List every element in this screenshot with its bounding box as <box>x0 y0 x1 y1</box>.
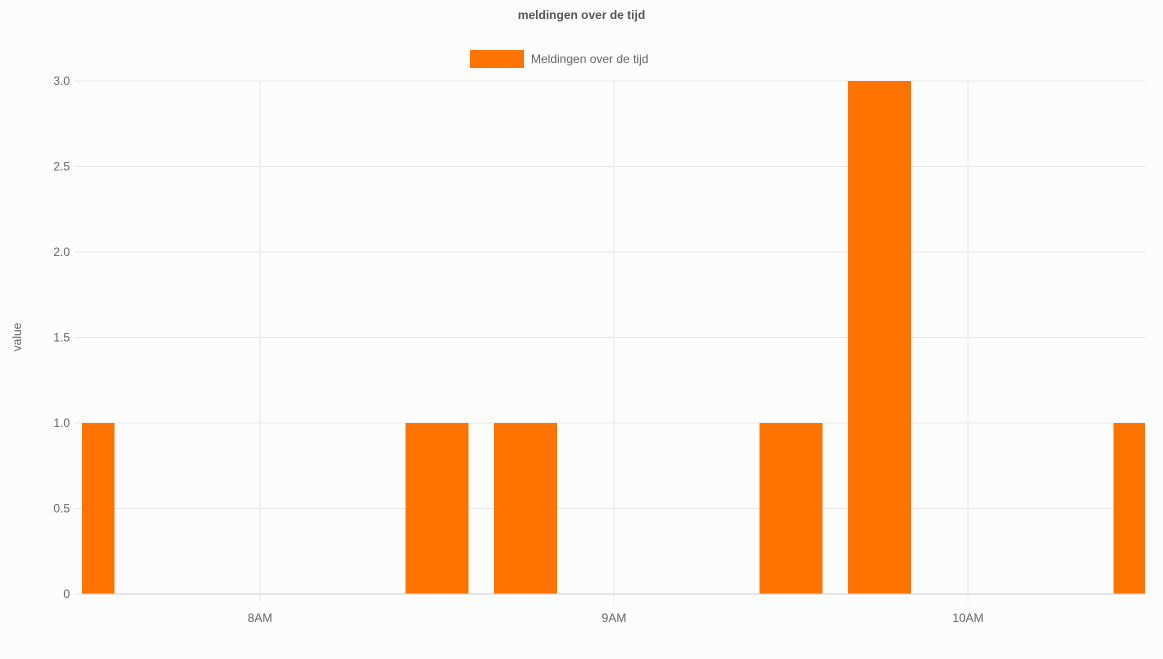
x-tick-label: 9AM <box>602 611 627 625</box>
y-tick-label: 2.0 <box>53 245 70 259</box>
bar[interactable] <box>52 423 115 594</box>
y-tick-label: 0 <box>63 587 70 601</box>
y-tick-label: 2.5 <box>53 160 70 174</box>
chart-title: meldingen over de tijd <box>517 8 646 22</box>
bar[interactable] <box>405 423 469 594</box>
x-tick-label: 8AM <box>248 611 273 625</box>
bar[interactable] <box>848 81 911 594</box>
bar[interactable] <box>494 423 557 594</box>
legend-label: Meldingen over de tijd <box>531 52 649 66</box>
legend[interactable]: Meldingen over de tijd <box>470 50 648 68</box>
x-tick-label: 10AM <box>952 611 983 625</box>
bar-group <box>52 81 1163 594</box>
y-tick-label: 1.0 <box>53 416 70 430</box>
y-tick-label: 3.0 <box>53 74 70 88</box>
legend-swatch <box>470 50 524 68</box>
bar[interactable] <box>1113 423 1163 594</box>
y-tick-label: 0.5 <box>53 502 70 516</box>
y-tick-label: 1.5 <box>53 331 70 345</box>
bar[interactable] <box>759 423 823 594</box>
